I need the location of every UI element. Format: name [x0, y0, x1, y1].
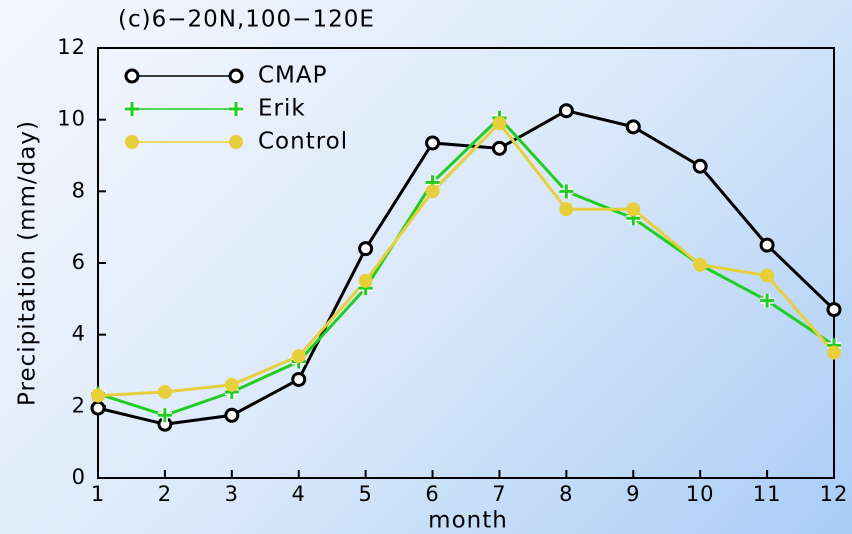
x-tick-label: 7 — [492, 482, 506, 506]
x-tick-label: 5 — [358, 482, 372, 506]
y-tick-label: 12 — [57, 35, 86, 59]
series-line — [97, 109, 836, 426]
y-tick-label: 2 — [72, 393, 86, 417]
data-point — [157, 408, 172, 423]
legend-marker — [124, 68, 140, 84]
x-tick-label: 4 — [292, 482, 306, 506]
x-tick-label: 9 — [626, 482, 640, 506]
legend-label: Control — [258, 129, 348, 155]
y-tick-label: 4 — [72, 322, 86, 346]
x-tick-label: 6 — [425, 482, 439, 506]
data-point — [425, 135, 441, 151]
data-point — [759, 237, 775, 253]
data-point — [91, 388, 105, 403]
series-line — [97, 115, 835, 417]
x-tick-label: 12 — [820, 482, 849, 506]
data-point — [626, 202, 641, 217]
data-point — [291, 349, 306, 364]
data-point — [425, 184, 440, 199]
y-tick-label: 10 — [57, 107, 86, 131]
y-tick-label: 6 — [72, 250, 86, 274]
legend-marker — [125, 135, 139, 149]
data-point — [492, 116, 507, 131]
legend-label: CMAP — [258, 63, 328, 89]
data-point — [559, 184, 574, 199]
data-point — [90, 400, 106, 416]
chart-title: (c)6−20N,100−120E — [118, 7, 375, 33]
data-point — [491, 140, 507, 156]
data-point — [558, 103, 574, 119]
legend-marker — [229, 102, 243, 116]
data-point — [358, 241, 374, 257]
plot-frame — [97, 47, 835, 479]
series-line — [97, 120, 836, 398]
legend-marker — [229, 135, 243, 149]
data-point — [692, 158, 708, 174]
x-tick-label: 1 — [91, 482, 105, 506]
data-point — [224, 407, 240, 423]
data-point — [625, 119, 641, 135]
data-point — [760, 268, 775, 283]
data-point — [358, 273, 373, 288]
data-point — [157, 385, 172, 399]
x-tick-label: 2 — [158, 482, 172, 506]
x-axis-label: month — [428, 508, 508, 534]
data-point — [224, 377, 239, 392]
legend-marker — [125, 102, 139, 116]
data-point — [826, 302, 842, 318]
y-tick-label: 0 — [72, 465, 86, 489]
x-tick-label: 8 — [559, 482, 573, 506]
legend-marker — [228, 68, 244, 84]
legend-label: Erik — [258, 96, 306, 122]
data-point — [559, 202, 574, 217]
data-point — [827, 345, 841, 360]
x-tick-label: 11 — [753, 482, 782, 506]
x-tick-label: 10 — [686, 482, 715, 506]
data-point — [291, 371, 307, 387]
data-point — [760, 293, 775, 308]
data-point — [693, 257, 708, 272]
y-axis-label: Precipitation (mm/day) — [15, 120, 41, 406]
y-tick-label: 8 — [72, 178, 86, 202]
x-tick-label: 3 — [225, 482, 239, 506]
